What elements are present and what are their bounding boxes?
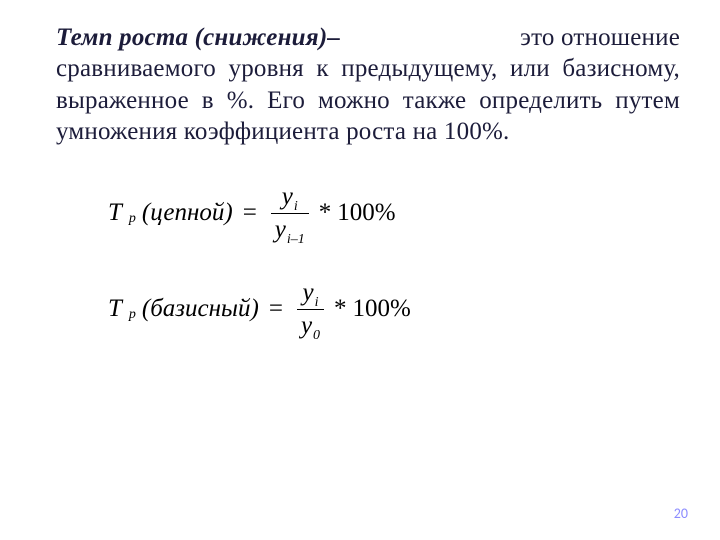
equals-sign: = [243, 199, 257, 227]
symbol-y: y [275, 216, 286, 243]
fraction-chain: yi yi–1 [271, 183, 309, 243]
symbol-y: y [301, 312, 312, 339]
numerator-base: yi [298, 279, 322, 307]
page-number: 20 [674, 505, 688, 522]
star: * [319, 199, 332, 227]
numerator-chain: yi [278, 183, 302, 211]
formulas-block: Тр (цепной) = yi yi–1 * 100% Тр (базисны… [108, 183, 680, 339]
formula-base: Тр (базисный) = yi y0 * 100% [108, 279, 680, 339]
symbol-y: y [282, 183, 293, 210]
sub-i: i [315, 295, 319, 310]
sub-i: i [294, 199, 298, 214]
fraction-bar [297, 309, 324, 310]
fraction-base: yi y0 [297, 279, 324, 339]
slide-page: Темп роста (снижения)– это отношение сра… [0, 0, 720, 540]
symbol-y: y [302, 279, 313, 306]
denominator-chain: yi–1 [271, 216, 309, 244]
symbol-T: Т [108, 199, 122, 227]
sub-im1: i–1 [287, 232, 305, 247]
denominator-base: y0 [297, 312, 324, 340]
symbol-T: Т [108, 295, 122, 323]
label-chain: (цепной) [142, 199, 233, 227]
definition-paragraph: Темп роста (снижения)– это отношение сра… [56, 22, 680, 147]
hundred-percent: 100% [353, 295, 411, 323]
paragraph-rest: сравниваемого уровня к предыдущему, или … [56, 55, 680, 145]
equals-sign: = [269, 295, 283, 323]
sub-zero: 0 [313, 328, 320, 343]
formula-chain: Тр (цепной) = yi yi–1 * 100% [108, 183, 680, 243]
star: * [334, 295, 347, 323]
line1-suffix: это отношение [520, 22, 680, 53]
label-base: (базисный) [142, 295, 259, 323]
term-title: Темп роста (снижения)– [56, 22, 340, 53]
hundred-percent: 100% [337, 199, 395, 227]
symbol-p-sub: р [129, 307, 136, 323]
fraction-bar [271, 213, 309, 214]
paragraph-line1: Темп роста (снижения)– это отношение [56, 22, 680, 53]
symbol-p-sub: р [129, 211, 136, 227]
